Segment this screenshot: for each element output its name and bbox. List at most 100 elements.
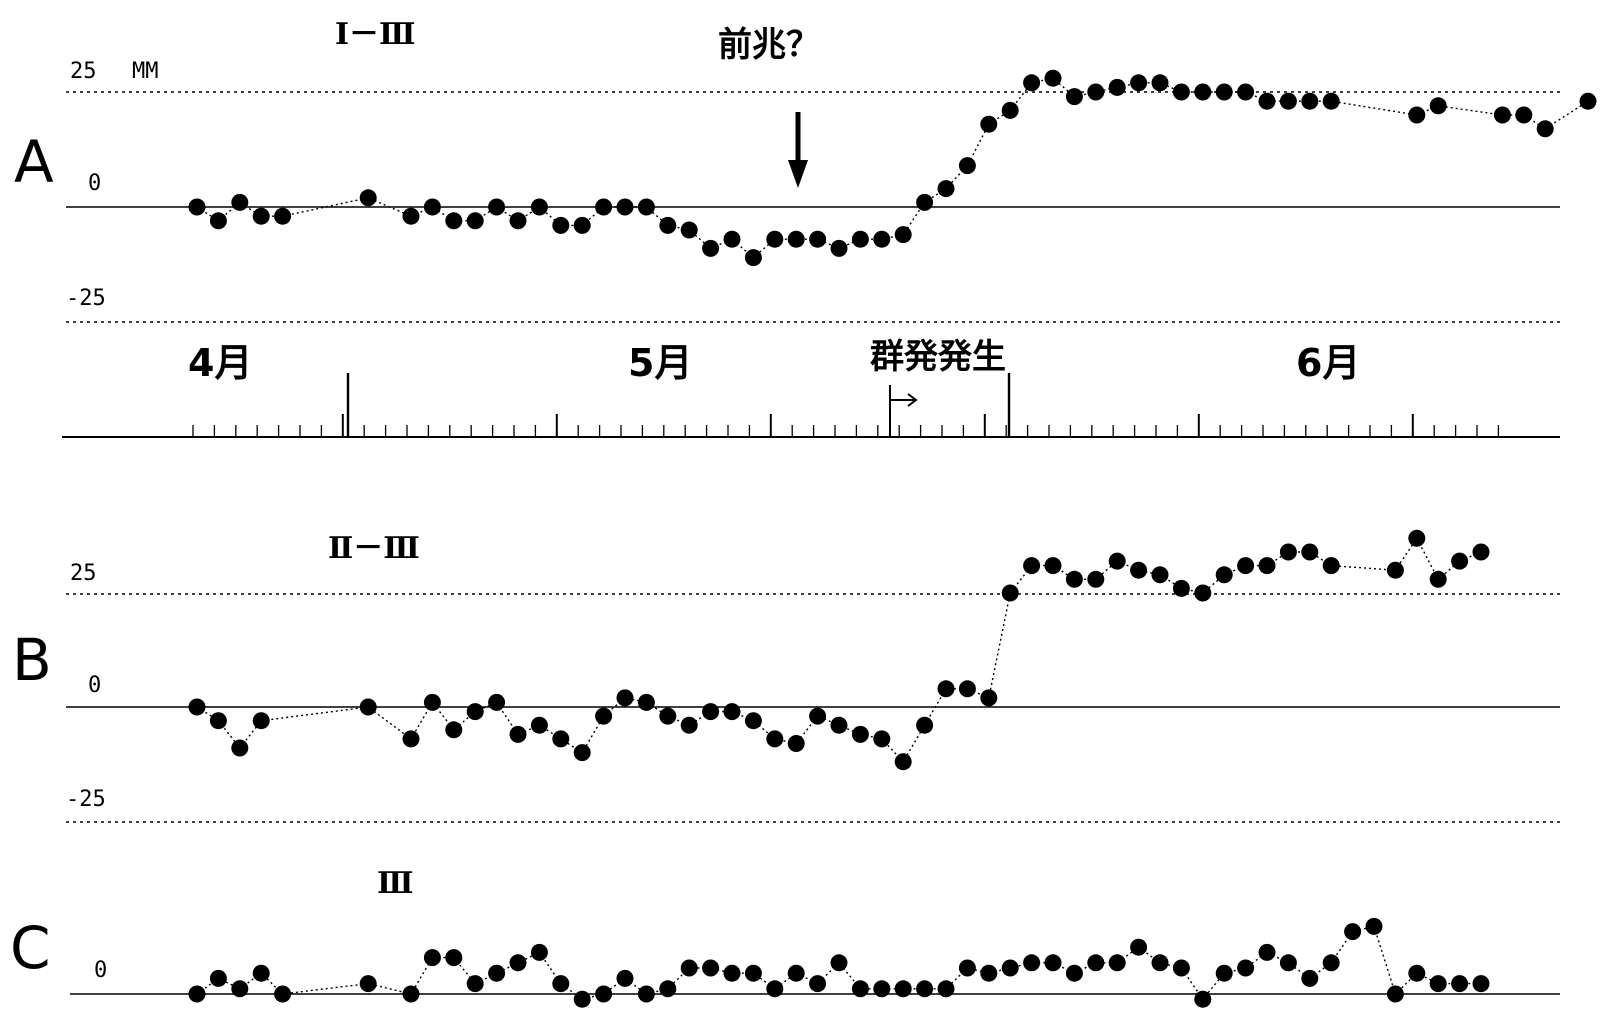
- panel-a-data-point: [231, 193, 249, 211]
- panel-a-data-point: [616, 198, 634, 216]
- panel-b-data-point: [252, 712, 270, 730]
- panel-a-data-point: [274, 207, 292, 225]
- panel-a-data-point: [1151, 74, 1169, 92]
- panel-c-data-point: [787, 964, 805, 982]
- panel-a-ytick-top: 25: [70, 59, 97, 84]
- panel-a-data-point: [916, 193, 934, 211]
- time-axis-ticks: [192, 373, 1500, 437]
- panel-c-data-point: [252, 964, 270, 982]
- panel-b-data-point: [1472, 543, 1490, 561]
- panel-b-data-point: [1215, 566, 1233, 584]
- panel-b-data-point: [1322, 557, 1340, 575]
- panel-a-data-point: [1044, 69, 1062, 87]
- panel-c-data-point: [188, 985, 206, 1003]
- panel-b-data-point: [488, 693, 506, 711]
- panel-c-data-point: [1044, 954, 1062, 972]
- panel-a-data-point: [1493, 106, 1511, 124]
- panel-b-data-point: [766, 730, 784, 748]
- panel-b-ytick-zero: 0: [88, 673, 101, 698]
- panel-a-data-point: [573, 216, 591, 234]
- panel-a-data-point: [659, 216, 677, 234]
- panel-b-data-point: [659, 707, 677, 725]
- panel-a-data-point: [744, 249, 762, 267]
- panel-c-data-point: [1386, 985, 1404, 1003]
- panel-a-ytick-bottom: -25: [66, 286, 106, 311]
- panel-b-data-point: [1108, 552, 1126, 570]
- panel-c-data-point: [937, 980, 955, 998]
- panel-c-data-point: [744, 964, 762, 982]
- panel-b-data-point: [1001, 584, 1019, 602]
- panel-c-data-point: [1023, 954, 1041, 972]
- panel-b-data-point: [231, 739, 249, 757]
- panel-b-data-point: [830, 716, 848, 734]
- panel-c-title: Ⅲ: [377, 866, 414, 901]
- panel-b-data-point: [1087, 570, 1105, 588]
- panel-b-data-point: [530, 716, 548, 734]
- panel-c-data-point: [1130, 938, 1148, 956]
- panel-c-data-point: [595, 985, 613, 1003]
- panel-a-data-point: [423, 198, 441, 216]
- panel-b-title: Ⅱ－Ⅲ: [328, 531, 420, 566]
- panel-c-data-point: [402, 985, 420, 1003]
- month-label-may: 5月: [628, 341, 692, 385]
- panel-b-ytick-bottom: -25: [66, 787, 106, 812]
- panel-a-data-point: [702, 239, 720, 257]
- precursor-arrow-icon: [788, 112, 808, 188]
- panel-b-data-point: [1023, 557, 1041, 575]
- panel-a-data-point: [1172, 83, 1190, 101]
- panel-a-unit: MM: [132, 59, 159, 84]
- panel-a-data-point: [402, 207, 420, 225]
- panel-a-data-point: [1215, 83, 1233, 101]
- panel-c-data-point: [423, 949, 441, 967]
- panel-c-data-point: [530, 943, 548, 961]
- panel-a-data-point: [1108, 78, 1126, 96]
- panel-b-data-point: [1237, 557, 1255, 575]
- panel-b-data-point: [1408, 529, 1426, 547]
- panel-a-title: Ⅰ－Ⅲ: [335, 17, 416, 52]
- panel-c-data-point: [980, 964, 998, 982]
- panel-a-data-point: [530, 198, 548, 216]
- panel-a: A Ⅰ－Ⅲ 前兆？ 25 MM 0 -25: [14, 17, 1597, 323]
- panel-a-data-point: [958, 157, 976, 175]
- panel-b-data-point: [1172, 579, 1190, 597]
- panel-b-data-point: [552, 730, 570, 748]
- panel-b-data-point: [894, 753, 912, 771]
- panel-c-data-point: [958, 959, 976, 977]
- month-label-april: 4月: [188, 341, 252, 385]
- panel-a-data-point: [1001, 101, 1019, 119]
- panel-a-data-point: [637, 198, 655, 216]
- panel-b-data-point: [445, 721, 463, 739]
- panel-b-data-point: [509, 725, 527, 743]
- month-label-june: 6月: [1296, 341, 1360, 385]
- panel-c-data-point: [573, 990, 591, 1008]
- panel-a-data-point: [873, 230, 891, 248]
- panel-b-data-point: [873, 730, 891, 748]
- panel-b-data-point: [1429, 570, 1447, 588]
- panel-b-data-point: [1044, 557, 1062, 575]
- panel-c-data-point: [702, 959, 720, 977]
- panel-c-data-point: [1108, 954, 1126, 972]
- panel-b-data-point: [1130, 561, 1148, 579]
- panel-a-data-point: [188, 198, 206, 216]
- panel-b-data-point: [209, 712, 227, 730]
- panel-c-data-point: [274, 985, 292, 1003]
- panel-a-data-point: [1023, 74, 1041, 92]
- panel-c-data-point: [1301, 969, 1319, 987]
- panel-c-data-point: [1215, 964, 1233, 982]
- panel-c-data-point: [1279, 954, 1297, 972]
- panel-b-data-point: [188, 698, 206, 716]
- panel-c-data-point: [1151, 954, 1169, 972]
- panel-b-data-point: [980, 689, 998, 707]
- panel-a-data-point: [488, 198, 506, 216]
- panel-b-data-point: [1301, 543, 1319, 561]
- panel-c-data-point: [1194, 990, 1212, 1008]
- panel-c-letter: C: [10, 914, 51, 982]
- panel-b-data-point: [359, 698, 377, 716]
- panel-c-data-point: [637, 985, 655, 1003]
- panel-a-data-point: [723, 230, 741, 248]
- panel-a-data-point: [809, 230, 827, 248]
- panel-c-data-point: [1429, 975, 1447, 993]
- panel-a-data-point: [1301, 92, 1319, 110]
- panel-a-data-point: [937, 180, 955, 198]
- panel-b-data-point: [1451, 552, 1469, 570]
